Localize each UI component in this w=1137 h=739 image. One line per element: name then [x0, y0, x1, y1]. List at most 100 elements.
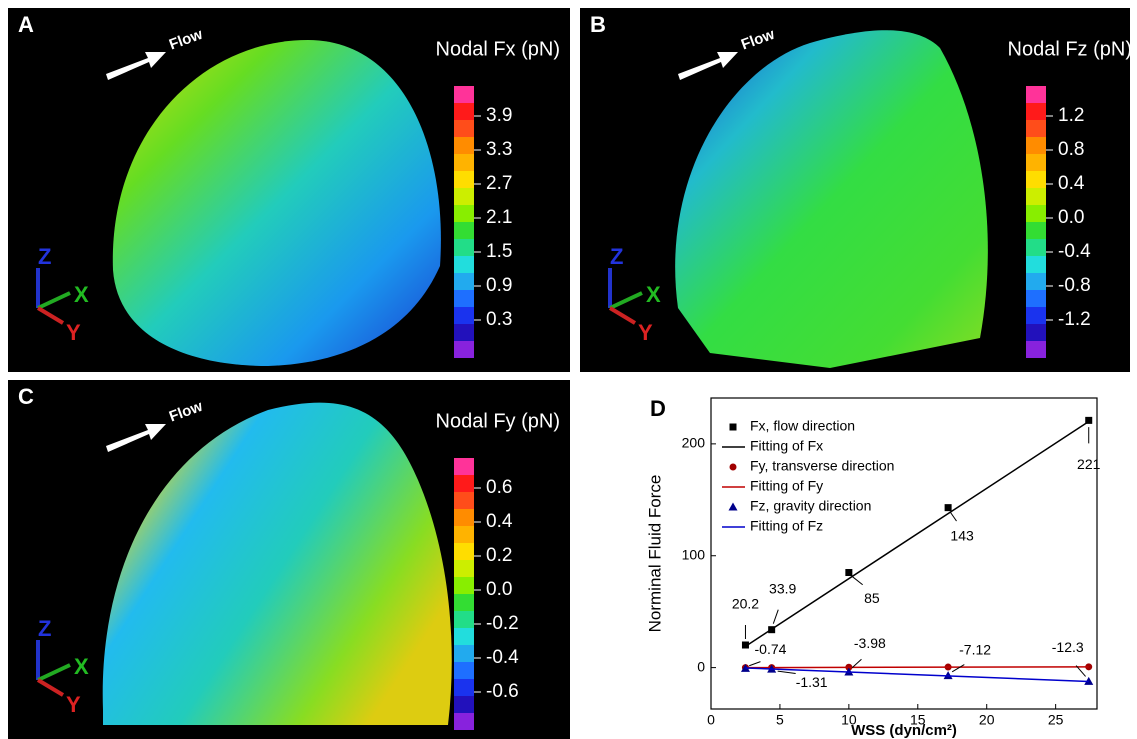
colorbar-label: -1.2: [1058, 309, 1091, 330]
x-tick-label: 10: [841, 712, 857, 728]
colorbar-segment: [454, 120, 474, 137]
colorbar-title: Nodal Fz (pN): [1008, 38, 1132, 60]
axis-y-label: Y: [66, 692, 81, 717]
marker: [943, 671, 953, 680]
axis-y-label: Y: [66, 320, 81, 345]
axis-z-label: Z: [610, 244, 623, 269]
label-pointer: [949, 511, 957, 522]
colorbar-segment: [454, 324, 474, 341]
panel-label: C: [18, 384, 34, 409]
colorbar-label: 0.0: [1058, 207, 1084, 228]
colorbar-segment: [454, 594, 474, 611]
colorbar-segment: [454, 273, 474, 290]
axis-x-label: X: [74, 654, 89, 679]
panel-label: B: [590, 12, 606, 37]
colorbar-label: 0.2: [486, 545, 512, 566]
fit-line: [745, 420, 1090, 647]
flow-arrow: [106, 52, 166, 80]
colorbar-label: 2.1: [486, 207, 512, 228]
marker: [944, 504, 952, 512]
colorbar-label: 0.4: [1058, 173, 1085, 194]
data-label: 221: [1077, 456, 1101, 472]
colorbar-segment: [1026, 239, 1046, 256]
colorbar-segment: [454, 526, 474, 543]
marker: [741, 641, 749, 649]
colorbar-label: 3.9: [486, 105, 512, 126]
data-label: 20.2: [732, 596, 759, 612]
colorbar-label: 1.2: [1058, 105, 1084, 126]
legend-label: Fz, gravity direction: [750, 498, 871, 514]
model-surface: [112, 40, 441, 366]
colorbar-label: 0.6: [486, 477, 512, 498]
data-label: -12.3: [1052, 639, 1084, 655]
data-label: -7.12: [959, 641, 991, 657]
panel-label: D: [650, 396, 666, 421]
label-pointer: [772, 609, 779, 624]
colorbar-segment: [1026, 290, 1046, 307]
y-tick-label: 200: [682, 435, 706, 451]
x-tick-label: 5: [776, 712, 784, 728]
colorbar-segment: [454, 205, 474, 222]
colorbar-segment: [454, 475, 474, 492]
data-label: -3.98: [854, 635, 886, 651]
y-axis-label: Norminal Fluid Force: [645, 475, 664, 633]
data-label: 85: [864, 590, 880, 606]
axis-x-label: X: [646, 282, 661, 307]
axis-y-label: Y: [638, 320, 653, 345]
legend-label: Fx, flow direction: [750, 418, 855, 434]
label-pointer: [1075, 665, 1086, 677]
x-axis-label: WSS (dyn/cm²): [851, 722, 957, 739]
colorbar-segment: [1026, 86, 1046, 103]
colorbar-segment: [454, 290, 474, 307]
colorbar-segment: [454, 458, 474, 475]
label-pointer: [851, 658, 862, 669]
colorbar-label: 2.7: [486, 173, 512, 194]
colorbar-segment: [454, 86, 474, 103]
colorbar-segment: [454, 103, 474, 120]
plot-frame: [710, 397, 1098, 710]
colorbar-segment: [454, 543, 474, 560]
legend-label: Fitting of Fx: [750, 438, 823, 454]
colorbar-label: 0.3: [486, 309, 512, 330]
axis-z-label: Z: [38, 616, 51, 641]
axis-y: [36, 306, 65, 325]
colorbar-label: 0.4: [486, 511, 513, 532]
legend-marker: [729, 463, 737, 471]
colorbar-segment: [454, 341, 474, 358]
colorbar-segment: [1026, 103, 1046, 120]
colorbar-label: 3.3: [486, 139, 512, 160]
colorbar-segment: [1026, 154, 1046, 171]
colorbar-title: Nodal Fx (pN): [436, 38, 560, 60]
colorbar-segment: [454, 645, 474, 662]
colorbar-segment: [454, 137, 474, 154]
axis-z-label: Z: [38, 244, 51, 269]
colorbar-segment: [454, 611, 474, 628]
legend-marker: [729, 423, 737, 431]
colorbar-segment: [454, 628, 474, 645]
x-tick-label: 25: [1048, 712, 1064, 728]
colorbar-segment: [454, 222, 474, 239]
axis-x: [609, 291, 643, 310]
colorbar-label: -0.2: [486, 613, 519, 634]
colorbar-segment: [1026, 137, 1046, 154]
colorbar-segment: [454, 239, 474, 256]
legend-label: Fitting of Fz: [750, 518, 823, 534]
fit-line: [745, 666, 1089, 669]
model-surface: [675, 30, 988, 369]
colorbar-segment: [1026, 324, 1046, 341]
colorbar-segment: [1026, 341, 1046, 358]
colorbar-segment: [454, 154, 474, 171]
colorbar-segment: [1026, 222, 1046, 239]
colorbar-label: -0.8: [1058, 275, 1091, 296]
panel-label: A: [18, 12, 34, 37]
colorbar-segment: [1026, 171, 1046, 188]
colorbar-segment: [1026, 188, 1046, 205]
colorbar-label: 1.5: [486, 241, 512, 262]
colorbar-segment: [454, 307, 474, 324]
colorbar-segment: [454, 171, 474, 188]
colorbar-segment: [454, 509, 474, 526]
colorbar-segment: [454, 679, 474, 696]
y-tick-label: 0: [697, 658, 705, 674]
y-tick-label: 100: [682, 546, 706, 562]
